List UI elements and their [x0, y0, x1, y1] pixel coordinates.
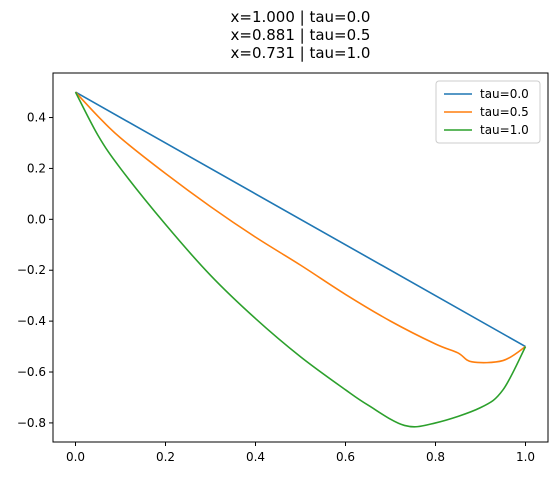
x-tick-label-1: 0.2 [156, 450, 175, 464]
x-tick-label-0: 0.0 [66, 450, 85, 464]
chart-title: x=1.000 | tau=0.0x=0.881 | tau=0.5x=0.73… [231, 8, 371, 62]
legend: tau=0.0 tau=0.5 tau=1.0 [435, 80, 541, 144]
y-tick-label-5: −0.6 [17, 365, 46, 379]
x-tick-label-2: 0.4 [246, 450, 265, 464]
x-axis: 0.0 0.2 0.4 0.6 0.8 1.0 [66, 442, 535, 464]
y-axis: 0.4 0.2 0.0 −0.2 −0.4 −0.6 −0.8 [17, 111, 53, 430]
title-line-3: x=0.731 | tau=1.0 [231, 44, 371, 62]
x-tick-label-5: 1.0 [516, 450, 535, 464]
y-tick-label-3: −0.2 [17, 263, 46, 277]
x-tick-label-3: 0.6 [336, 450, 355, 464]
legend-label-3: tau=1.0 [480, 123, 529, 137]
legend-label-1: tau=0.0 [480, 87, 529, 101]
title-line-2: x=0.881 | tau=0.5 [231, 26, 371, 44]
series-line-2 [74, 91, 526, 364]
y-tick-label-2: 0.0 [27, 212, 46, 226]
y-tick-label-1: 0.2 [27, 161, 46, 175]
plot-frame [52, 72, 549, 443]
legend-box [435, 80, 541, 144]
x-tick-label-4: 0.8 [426, 450, 445, 464]
series-lines [74, 91, 527, 428]
y-tick-label-6: −0.8 [17, 416, 46, 430]
title-line-1: x=1.000 | tau=0.0 [231, 8, 371, 26]
legend-label-2: tau=0.5 [480, 105, 529, 119]
series-line-1 [75, 91, 526, 348]
series-line-3 [74, 91, 527, 428]
y-tick-label-0: 0.4 [27, 111, 46, 125]
y-tick-label-4: −0.4 [17, 314, 46, 328]
